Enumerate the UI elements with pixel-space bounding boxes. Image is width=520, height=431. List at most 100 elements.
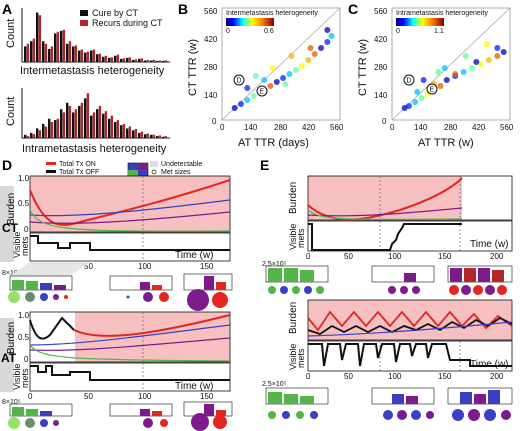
hist-bar [86,93,90,138]
hist-bar [150,60,153,62]
scatter-point [318,45,325,51]
c-ytick-0: 0 [382,117,387,126]
at-snapshots: 8×10⁵ [2,399,233,431]
hist-bar [156,60,159,62]
at-burden-label: Burden [6,322,17,354]
e-top-xtick-150: 150 [438,252,452,261]
hist-bar [96,54,99,62]
scatter-point [269,65,276,71]
ct-ytick-0: 0 [24,225,29,234]
hist-bar [26,136,30,138]
e-bottom-visible-label: Visible [288,344,298,370]
scatter-point [280,75,287,81]
hist-bar [132,59,135,62]
hist-bar [60,30,63,62]
hist-bar [122,58,126,62]
e-top-xtick-200: 200 [490,252,504,261]
panel-a-bottom-xlabel: Intrametastasis heterogeneity [22,143,167,155]
hist-bar [80,49,84,62]
panel-a-top-hist: Count Intermetastasis heterogeneity Cure… [5,8,170,77]
hist-bar [162,60,165,62]
e-top-snapshots: 2.5×10⁵ [262,261,513,295]
b-ytick-560: 560 [204,7,218,16]
e-top-mets-label: mets [296,228,306,248]
hist-bar [104,55,108,62]
panel-label-b: B [178,1,188,17]
hist-bar [36,128,39,138]
hist-bar [80,102,84,138]
scatter-point [483,41,490,47]
scatter-point [305,57,312,63]
scatter-point [273,79,280,85]
e-top-scale-note: 2.5×10⁵ [262,261,287,268]
legend-recur-label: Recurs during CT [92,18,163,28]
hist-bar [108,57,111,62]
scatter-point [231,105,238,111]
b-ytick-140: 140 [204,91,218,100]
at-visible-label: Visible [12,364,22,390]
hist-bar [78,50,81,62]
panel-c-scatter: Intrametastasis heterogeneity 0 1.1 D E … [357,7,514,149]
e-bottom-burden: Burden [288,299,513,341]
e-bottom-xtick-150: 150 [438,372,452,381]
colorbar-c-title: Intrametastasis heterogeneity [396,10,488,17]
at-xtick-50: 50 [84,392,93,401]
c-xtick-560: 560 [500,123,514,132]
e-top-xtick-50: 50 [344,252,353,261]
hist-bar [132,130,135,138]
hist-bar [128,57,132,62]
at-ytick-05: 0.5 [18,333,30,342]
scatter-point [307,45,314,51]
scatter-point [299,63,306,69]
c-xtick-280: 280 [444,123,458,132]
legend-off: Total Tx OFF [59,169,99,176]
panel-c-xlabel: AT TTR (w) [418,137,474,149]
hist-bar [38,15,42,62]
marker-c-d: D [407,78,412,85]
ct-xtick-150: 150 [200,262,214,271]
scatter-point [494,53,501,59]
hist-bar [84,98,87,138]
hist-bar [158,135,162,138]
hist-bar [146,59,150,62]
hist-bar [66,43,69,62]
legend-on: Total Tx ON [59,161,96,168]
hist-bar [38,130,42,138]
e-top-burden-label: Burden [288,182,299,214]
c-xtick-140: 140 [414,123,428,132]
hist-bar [62,29,66,62]
ct-tab [0,186,14,262]
colorbar-c-min: 0 [396,28,400,35]
e-bottom-burden-label: Burden [288,302,299,334]
hist-bar [84,52,87,62]
legend-cure-label: Cure by CT [92,8,139,18]
hist-bar [98,106,102,138]
at-xtick-150: 150 [200,392,214,401]
e-top-burden: Burden [288,175,513,221]
ct-visible-label: Visible [12,232,22,258]
e-top-xtick-0: 0 [306,252,311,261]
b-ytick-0: 0 [212,117,217,126]
e-top-visible-label: Visible [288,224,298,250]
scatter-point [418,95,425,101]
panel-label-c: C [348,1,358,17]
hist-bar [108,118,111,138]
hist-bar [44,43,48,62]
hist-bar [68,41,72,62]
hist-bar [86,51,90,62]
hist-bar [122,123,126,138]
hist-bar [120,58,123,62]
scatter-point [292,67,299,73]
hist-bar [48,118,51,138]
scatter-point [328,33,335,39]
ct-ytick-1: 1.0 [18,174,30,183]
at-ytick-1: 1.0 [18,311,30,320]
hist-bar [30,132,33,138]
scatter-point [237,101,244,107]
scatter-point [412,99,419,105]
hist-bar [72,112,75,138]
ct-xtick-50: 50 [84,262,93,271]
scatter-point [244,97,251,103]
ct-snapshots: 8×10⁵ [2,262,233,311]
hist-bar [68,106,72,138]
